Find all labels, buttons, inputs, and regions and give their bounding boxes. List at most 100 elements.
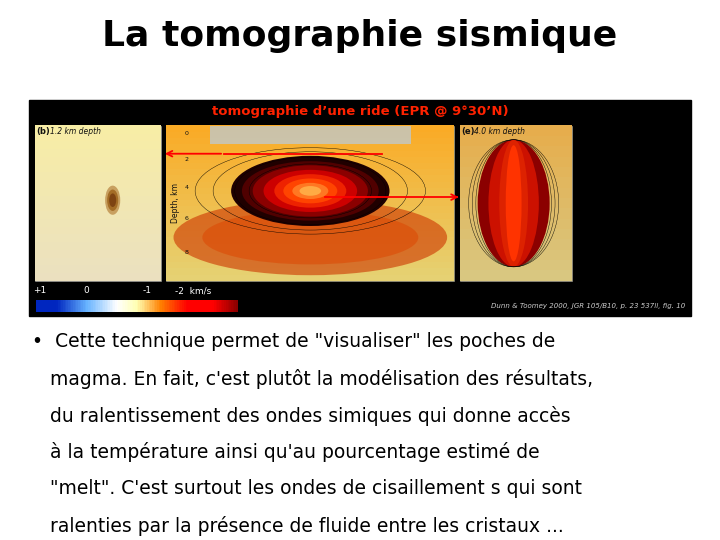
- Ellipse shape: [105, 186, 120, 215]
- FancyBboxPatch shape: [228, 300, 230, 312]
- Ellipse shape: [264, 170, 357, 212]
- FancyBboxPatch shape: [161, 300, 163, 312]
- FancyBboxPatch shape: [132, 300, 134, 312]
- FancyBboxPatch shape: [460, 249, 572, 260]
- FancyBboxPatch shape: [204, 300, 207, 312]
- FancyBboxPatch shape: [233, 300, 235, 312]
- FancyBboxPatch shape: [166, 243, 454, 250]
- FancyBboxPatch shape: [166, 255, 454, 262]
- Ellipse shape: [274, 174, 346, 208]
- FancyBboxPatch shape: [166, 218, 454, 225]
- FancyBboxPatch shape: [138, 300, 141, 312]
- FancyBboxPatch shape: [137, 300, 139, 312]
- FancyBboxPatch shape: [107, 300, 109, 312]
- FancyBboxPatch shape: [166, 156, 454, 163]
- FancyBboxPatch shape: [166, 268, 454, 275]
- Text: ralenties par la présence de fluide entre les cristaux ...: ralenties par la présence de fluide entr…: [32, 516, 564, 536]
- FancyBboxPatch shape: [35, 141, 161, 149]
- FancyBboxPatch shape: [56, 300, 58, 312]
- Ellipse shape: [477, 140, 549, 267]
- FancyBboxPatch shape: [226, 300, 228, 312]
- Text: 8: 8: [184, 251, 188, 255]
- FancyBboxPatch shape: [95, 300, 97, 312]
- Text: -2  km/s: -2 km/s: [175, 286, 212, 295]
- FancyBboxPatch shape: [125, 300, 127, 312]
- Ellipse shape: [499, 140, 528, 267]
- FancyBboxPatch shape: [35, 234, 161, 242]
- Ellipse shape: [505, 145, 521, 261]
- FancyBboxPatch shape: [123, 300, 126, 312]
- Ellipse shape: [109, 193, 116, 207]
- FancyBboxPatch shape: [29, 100, 691, 316]
- FancyBboxPatch shape: [35, 164, 161, 172]
- FancyBboxPatch shape: [110, 300, 112, 312]
- FancyBboxPatch shape: [113, 300, 116, 312]
- FancyBboxPatch shape: [166, 212, 454, 219]
- FancyBboxPatch shape: [460, 125, 572, 136]
- FancyBboxPatch shape: [45, 300, 47, 312]
- FancyBboxPatch shape: [35, 241, 161, 250]
- FancyBboxPatch shape: [93, 300, 96, 312]
- Text: 0: 0: [84, 286, 89, 295]
- FancyBboxPatch shape: [460, 239, 572, 250]
- FancyBboxPatch shape: [166, 237, 454, 244]
- FancyBboxPatch shape: [197, 300, 199, 312]
- Text: 1.2 km depth: 1.2 km depth: [50, 127, 102, 136]
- FancyBboxPatch shape: [40, 300, 42, 312]
- FancyBboxPatch shape: [35, 179, 161, 188]
- FancyBboxPatch shape: [460, 167, 572, 178]
- FancyBboxPatch shape: [166, 181, 454, 188]
- FancyBboxPatch shape: [103, 300, 106, 312]
- FancyBboxPatch shape: [221, 300, 223, 312]
- FancyBboxPatch shape: [51, 300, 53, 312]
- FancyBboxPatch shape: [35, 257, 161, 265]
- FancyBboxPatch shape: [76, 300, 78, 312]
- FancyBboxPatch shape: [85, 300, 87, 312]
- FancyBboxPatch shape: [234, 300, 237, 312]
- FancyBboxPatch shape: [211, 300, 213, 312]
- FancyBboxPatch shape: [166, 150, 454, 157]
- FancyBboxPatch shape: [68, 300, 71, 312]
- FancyBboxPatch shape: [140, 300, 143, 312]
- FancyBboxPatch shape: [168, 300, 171, 312]
- FancyBboxPatch shape: [166, 193, 454, 200]
- FancyBboxPatch shape: [181, 300, 183, 312]
- FancyBboxPatch shape: [83, 300, 86, 312]
- FancyBboxPatch shape: [35, 218, 161, 227]
- FancyBboxPatch shape: [86, 300, 89, 312]
- FancyBboxPatch shape: [166, 138, 454, 144]
- FancyBboxPatch shape: [460, 198, 572, 208]
- Ellipse shape: [488, 140, 539, 267]
- FancyBboxPatch shape: [166, 206, 454, 213]
- FancyBboxPatch shape: [35, 148, 161, 157]
- FancyBboxPatch shape: [135, 300, 138, 312]
- FancyBboxPatch shape: [460, 177, 572, 188]
- FancyBboxPatch shape: [35, 273, 161, 281]
- FancyBboxPatch shape: [53, 300, 55, 312]
- FancyBboxPatch shape: [130, 300, 132, 312]
- FancyBboxPatch shape: [35, 187, 161, 195]
- FancyBboxPatch shape: [98, 300, 101, 312]
- Text: (e): (e): [462, 127, 475, 136]
- FancyBboxPatch shape: [35, 156, 161, 165]
- Text: tomographie d’une ride (EPR @ 9°30’N): tomographie d’une ride (EPR @ 9°30’N): [212, 105, 508, 118]
- FancyBboxPatch shape: [460, 218, 572, 229]
- FancyBboxPatch shape: [35, 249, 161, 258]
- FancyBboxPatch shape: [177, 300, 179, 312]
- Text: 4.0 km depth: 4.0 km depth: [474, 127, 526, 136]
- FancyBboxPatch shape: [229, 300, 232, 312]
- FancyBboxPatch shape: [156, 300, 158, 312]
- FancyBboxPatch shape: [35, 172, 161, 180]
- FancyBboxPatch shape: [35, 265, 161, 273]
- FancyBboxPatch shape: [75, 300, 77, 312]
- FancyBboxPatch shape: [70, 300, 72, 312]
- FancyBboxPatch shape: [60, 300, 62, 312]
- Text: Depth, km: Depth, km: [171, 183, 180, 224]
- FancyBboxPatch shape: [460, 136, 572, 146]
- FancyBboxPatch shape: [182, 300, 184, 312]
- Ellipse shape: [231, 156, 390, 226]
- FancyBboxPatch shape: [35, 195, 161, 204]
- FancyBboxPatch shape: [120, 300, 122, 312]
- FancyBboxPatch shape: [196, 300, 198, 312]
- FancyBboxPatch shape: [35, 203, 161, 211]
